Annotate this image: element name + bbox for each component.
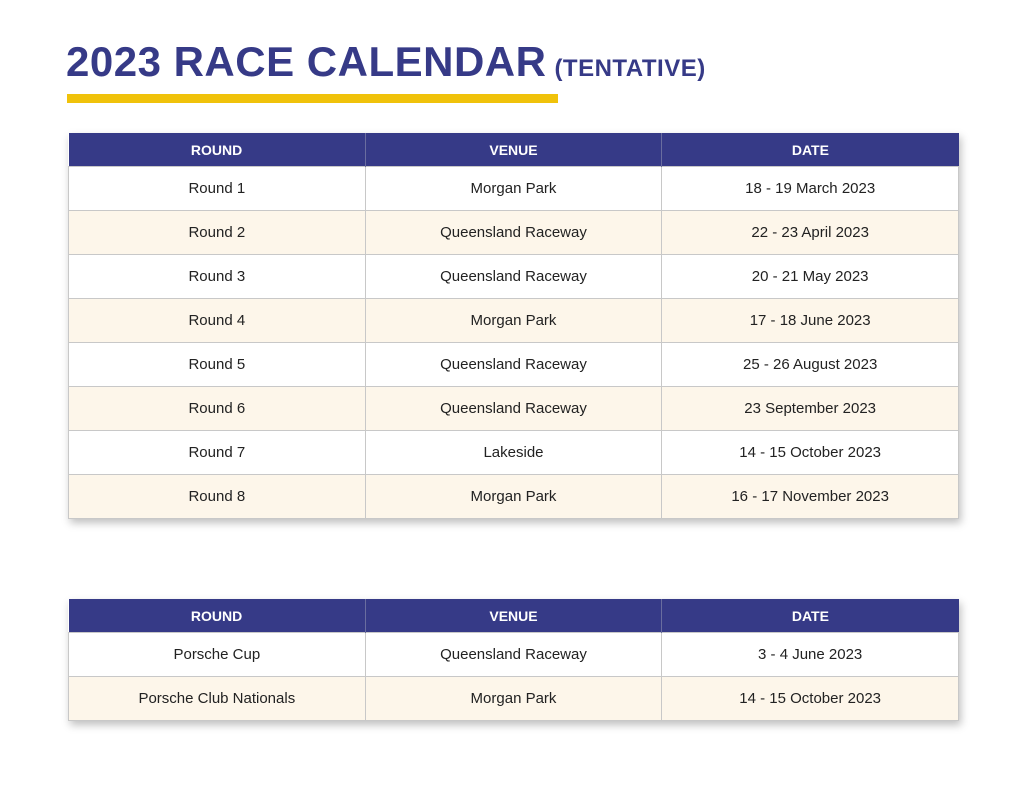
venue-cell: Queensland Raceway — [364, 254, 663, 299]
race-calendar-table: ROUND VENUE DATE Round 1 Morgan Park 18 - 19 … — [68, 133, 959, 519]
column-header-date: DATE — [661, 599, 959, 633]
table-row: Round 3 Queensland Raceway 20 - 21 May 202… — [68, 254, 959, 299]
title-main: 2023 RACE CALENDAR — [66, 38, 547, 85]
date-cell: 16 - 17 November 2023 — [661, 474, 959, 519]
venue-cell: Queensland Raceway — [364, 342, 663, 387]
round-cell: Round 6 — [68, 386, 366, 431]
round-cell: Round 2 — [68, 210, 366, 255]
round-cell: Round 5 — [68, 342, 366, 387]
table-row: Round 7 Lakeside 14 - 15 October 2023 — [68, 430, 959, 475]
date-cell: 20 - 21 May 2023 — [661, 254, 959, 299]
round-cell: Round 1 — [68, 166, 366, 211]
table-row: Round 8 Morgan Park 16 - 17 November 2023 — [68, 474, 959, 519]
venue-cell: Morgan Park — [364, 166, 663, 211]
title-underline — [67, 94, 558, 103]
venue-cell: Queensland Raceway — [364, 386, 663, 431]
round-cell: Round 7 — [68, 430, 366, 475]
round-cell: Round 8 — [68, 474, 366, 519]
venue-cell: Morgan Park — [364, 676, 663, 721]
column-header-venue: VENUE — [364, 133, 662, 167]
round-cell: Porsche Club Nationals — [68, 676, 366, 721]
date-cell: 17 - 18 June 2023 — [661, 298, 959, 343]
column-header-date: DATE — [661, 133, 959, 167]
venue-cell: Lakeside — [364, 430, 663, 475]
table-row: Porsche Cup Queensland Raceway 3 - 4 June … — [68, 632, 959, 677]
date-cell: 25 - 26 August 2023 — [661, 342, 959, 387]
table-row: Round 6 Queensland Raceway 23 September 20… — [68, 386, 959, 431]
venue-cell: Morgan Park — [364, 474, 663, 519]
venue-cell: Morgan Park — [364, 298, 663, 343]
table-row: Porsche Club Nationals Morgan Park 14 - 15… — [68, 676, 959, 721]
round-cell: Round 3 — [68, 254, 366, 299]
venue-cell: Queensland Raceway — [364, 210, 663, 255]
date-cell: 3 - 4 June 2023 — [661, 632, 959, 677]
column-header-round: ROUND — [68, 599, 366, 633]
table-row: Round 4 Morgan Park 17 - 18 June 2023 — [68, 298, 959, 343]
title-sub: (TENTATIVE) — [554, 55, 706, 82]
date-cell: 22 - 23 April 2023 — [661, 210, 959, 255]
page-title: 2023 RACE CALENDAR (TENTATIVE) — [66, 38, 706, 86]
porsche-events-table: ROUND VENUE DATE Porsche Cup Queensland Race… — [68, 599, 959, 721]
column-header-venue: VENUE — [364, 599, 662, 633]
round-cell: Porsche Cup — [68, 632, 366, 677]
table-row: Round 2 Queensland Raceway 22 - 23 April 2… — [68, 210, 959, 255]
date-cell: 14 - 15 October 2023 — [661, 430, 959, 475]
column-header-round: ROUND — [68, 133, 366, 167]
round-cell: Round 4 — [68, 298, 366, 343]
table-row: Round 1 Morgan Park 18 - 19 March 2023 — [68, 166, 959, 211]
date-cell: 18 - 19 March 2023 — [661, 166, 959, 211]
table-row: Round 5 Queensland Raceway 25 - 26 August … — [68, 342, 959, 387]
date-cell: 23 September 2023 — [661, 386, 959, 431]
venue-cell: Queensland Raceway — [364, 632, 663, 677]
date-cell: 14 - 15 October 2023 — [661, 676, 959, 721]
